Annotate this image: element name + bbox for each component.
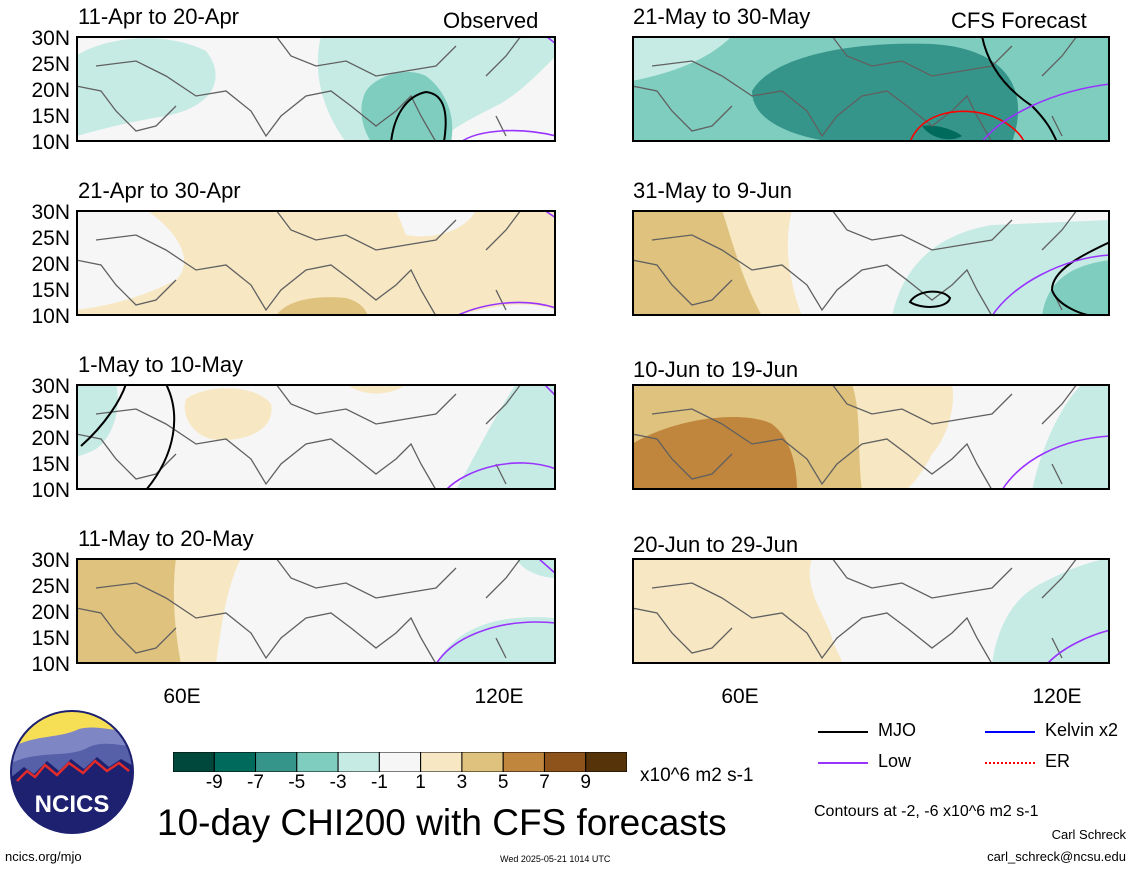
- legend-er-line: [985, 762, 1035, 764]
- map-panel-1: [76, 36, 556, 142]
- panel-title-7: 10-Jun to 19-Jun: [633, 357, 799, 382]
- panel-tag-cfs-forecast: CFS Forecast: [951, 8, 1087, 33]
- panel-title-5: 21-May to 30-May: [633, 4, 811, 29]
- legend-kelvin-label: Kelvin x2: [1045, 720, 1119, 740]
- ncics-logo: NCICS: [10, 710, 134, 834]
- ytick-r3-25n: 25N: [31, 401, 70, 424]
- colorbar-label: 1: [415, 772, 426, 793]
- email: carl_schreck@ncsu.edu: [987, 849, 1126, 864]
- ytick-r1-25n: 25N: [31, 53, 70, 76]
- ytick-r4-10n: 10N: [31, 653, 70, 676]
- colorbar-label: -7: [247, 772, 264, 793]
- panel-title-1: 11-Apr to 20-Apr: [78, 4, 240, 29]
- ytick-r4-25n: 25N: [31, 575, 70, 598]
- xtick-left-60e: 60E: [163, 685, 201, 708]
- colorbar-swatch: [502, 752, 545, 772]
- colorbar-swatch: [543, 752, 587, 772]
- panel-title-4: 11-May to 20-May: [78, 526, 254, 551]
- contours-note: Contours at -2, -6 x10^6 m2 s-1: [814, 803, 1039, 820]
- colorbar-label: -5: [288, 772, 306, 793]
- panel-title-8: 20-Jun to 29-Jun: [633, 532, 799, 557]
- ytick-r2-10n: 10N: [31, 305, 70, 328]
- ytick-r4-20n: 20N: [31, 601, 70, 624]
- legend-er-label: ER: [1045, 751, 1071, 771]
- xtick-left-120e: 120E: [474, 685, 524, 708]
- map-panel-5: [632, 36, 1110, 142]
- ytick-r3-30n: 30N: [31, 375, 70, 398]
- map-panel-2: [76, 210, 556, 316]
- colorbar-swatch: [420, 752, 463, 772]
- ytick-r1-20n: 20N: [31, 79, 70, 102]
- panel-title-3: 1-May to 10-May: [78, 352, 244, 377]
- mjo-contour: [390, 90, 447, 142]
- ytick-r4-15n: 15N: [31, 627, 70, 650]
- colorbar-swatch: [296, 752, 339, 772]
- xtick-right-120e: 120E: [1032, 685, 1082, 708]
- map-panel-7: [632, 384, 1110, 490]
- map-panel-8: [632, 558, 1110, 664]
- ytick-r3-10n: 10N: [31, 479, 70, 502]
- ytick-r2-25n: 25N: [31, 227, 70, 250]
- ytick-r1-10n: 10N: [31, 131, 70, 154]
- colorbar: [173, 752, 627, 772]
- panel-title-2: 21-Apr to 30-Apr: [78, 178, 241, 203]
- ytick-r3-15n: 15N: [31, 453, 70, 476]
- map-panel-6: [632, 210, 1110, 316]
- colorbar-swatch: [461, 752, 504, 772]
- colorbar-label: -3: [329, 772, 347, 793]
- timestamp: Wed 2025-05-21 1014 UTC: [500, 854, 611, 864]
- colorbar-swatch: [213, 752, 257, 772]
- panel-title-6: 31-May to 9-Jun: [633, 178, 792, 203]
- xtick-right-60e: 60E: [721, 685, 759, 708]
- colorbar-swatch: [173, 752, 215, 772]
- ytick-r3-20n: 20N: [31, 427, 70, 450]
- colorbar-label: 5: [497, 772, 509, 793]
- low-contour: [460, 129, 556, 142]
- panel-tag-observed: Observed: [443, 8, 539, 33]
- legend-low-label: Low: [878, 751, 912, 771]
- colorbar-units: x10^6 m2 s-1: [640, 765, 754, 786]
- ytick-r2-15n: 15N: [31, 279, 70, 302]
- colorbar-swatch: [337, 752, 380, 772]
- ytick-r2-20n: 20N: [31, 253, 70, 276]
- ytick-r2-30n: 30N: [31, 201, 70, 224]
- map-panel-3: [76, 384, 556, 490]
- colorbar-label: 3: [456, 772, 468, 793]
- colorbar-label: 9: [580, 772, 591, 793]
- colorbar-swatch: [585, 752, 627, 772]
- legend-mjo-line: [818, 731, 868, 733]
- colorbar-swatch: [378, 752, 422, 772]
- ytick-r1-30n: 30N: [31, 27, 70, 50]
- logo-text: NCICS: [35, 791, 110, 818]
- colorbar-label: -1: [370, 772, 388, 793]
- colorbar-label: 7: [539, 772, 550, 793]
- main-title: 10-day CHI200 with CFS forecasts: [157, 802, 727, 843]
- author: Carl Schreck: [1051, 827, 1126, 842]
- colorbar-swatch: [255, 752, 298, 772]
- website: ncics.org/mjo: [5, 849, 82, 864]
- legend-kelvin-line: [985, 731, 1035, 733]
- legend-low-line: [818, 762, 868, 764]
- colorbar-label: -9: [205, 772, 223, 793]
- ytick-r1-15n: 15N: [31, 105, 70, 128]
- ytick-r4-30n: 30N: [31, 549, 70, 572]
- legend-mjo-label: MJO: [878, 720, 916, 740]
- map-panel-4: [76, 558, 556, 664]
